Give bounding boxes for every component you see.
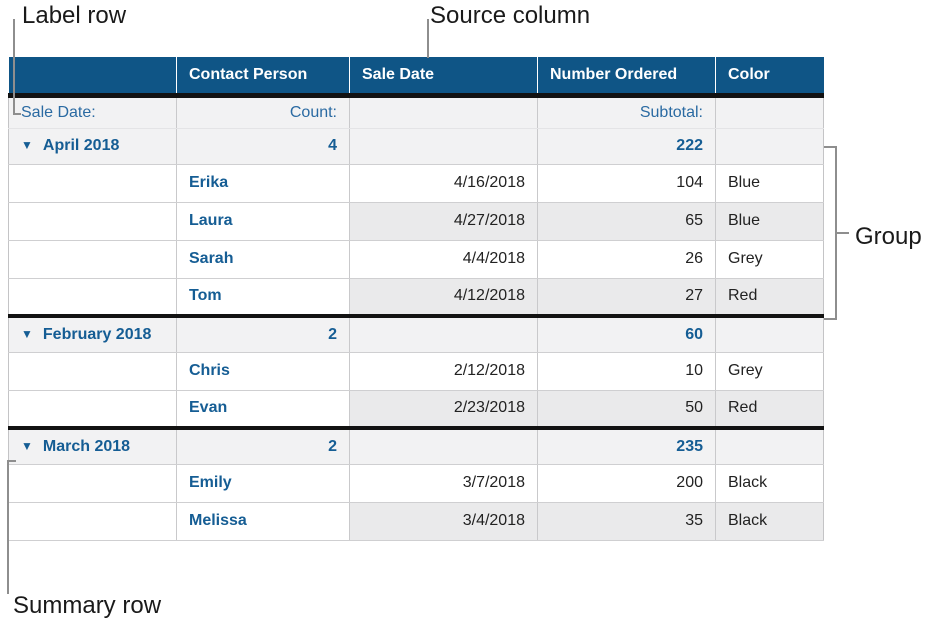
- table-row: Sarah 4/4/2018 26 Grey: [8, 240, 824, 279]
- summary-row: ▼ March 2018 2 235: [8, 426, 824, 465]
- color-cell[interactable]: Black: [715, 502, 824, 541]
- category-empty-cell[interactable]: [8, 502, 177, 541]
- number-ordered-cell[interactable]: 50: [537, 390, 716, 429]
- sale-date-cell[interactable]: 4/16/2018: [349, 164, 538, 203]
- summary-row-callout: Summary row: [13, 592, 162, 619]
- group-count-cell[interactable]: 2: [176, 314, 350, 353]
- group-name-cell[interactable]: ▼ February 2018: [8, 314, 177, 353]
- group-count-cell[interactable]: 4: [176, 128, 350, 165]
- color-cell[interactable]: Black: [715, 464, 824, 503]
- group-bracket-top-hook: [824, 146, 837, 148]
- table-row: Emily 3/7/2018 200 Black: [8, 464, 824, 503]
- summary-empty-cell[interactable]: [715, 314, 824, 353]
- source-column-pointer-line: [427, 19, 429, 58]
- table-row: Laura 4/27/2018 65 Blue: [8, 202, 824, 241]
- table-row: Evan 2/23/2018 50 Red: [8, 390, 824, 429]
- label-row-empty-cell[interactable]: [349, 95, 538, 129]
- header-cell-color[interactable]: Color: [715, 57, 824, 98]
- disclosure-triangle-icon[interactable]: ▼: [21, 138, 33, 152]
- category-empty-cell[interactable]: [8, 464, 177, 503]
- group-bracket-mid-tick: [837, 232, 849, 234]
- number-ordered-cell[interactable]: 26: [537, 240, 716, 279]
- sale-date-cell[interactable]: 2/12/2018: [349, 352, 538, 391]
- header-cell-sale-date[interactable]: Sale Date: [349, 57, 538, 98]
- category-empty-cell[interactable]: [8, 352, 177, 391]
- sale-date-cell[interactable]: 3/4/2018: [349, 502, 538, 541]
- number-ordered-cell[interactable]: 65: [537, 202, 716, 241]
- group-name-cell[interactable]: ▼ April 2018: [8, 128, 177, 165]
- group-name-label: April 2018: [42, 137, 120, 154]
- contact-person-cell[interactable]: Erika: [176, 164, 350, 203]
- disclosure-triangle-icon[interactable]: ▼: [21, 326, 33, 341]
- color-cell[interactable]: Blue: [715, 202, 824, 241]
- sale-date-cell[interactable]: 3/7/2018: [349, 464, 538, 503]
- categorized-table: Contact Person Sale Date Number Ordered …: [8, 57, 824, 541]
- category-empty-cell[interactable]: [8, 390, 177, 429]
- group-name-cell[interactable]: ▼ March 2018: [8, 426, 177, 465]
- contact-person-cell[interactable]: Sarah: [176, 240, 350, 279]
- label-row-count-cell[interactable]: Count:: [176, 95, 350, 129]
- contact-person-cell[interactable]: Tom: [176, 278, 350, 317]
- label-row-subtotal-cell[interactable]: Subtotal:: [537, 95, 716, 129]
- color-cell[interactable]: Grey: [715, 352, 824, 391]
- color-cell[interactable]: Red: [715, 278, 824, 317]
- contact-person-cell[interactable]: Laura: [176, 202, 350, 241]
- contact-person-cell[interactable]: Melissa: [176, 502, 350, 541]
- header-row: Contact Person Sale Date Number Ordered …: [8, 57, 824, 98]
- group-name-label: February 2018: [42, 325, 152, 343]
- table-row: Erika 4/16/2018 104 Blue: [8, 164, 824, 203]
- category-empty-cell[interactable]: [8, 164, 177, 203]
- source-column-callout: Source column: [430, 2, 591, 29]
- sale-date-cell[interactable]: 4/27/2018: [349, 202, 538, 241]
- color-cell[interactable]: Blue: [715, 164, 824, 203]
- header-cell-number-ordered[interactable]: Number Ordered: [537, 57, 716, 98]
- label-row-pointer-line: [13, 19, 15, 115]
- group-name-label: March 2018: [42, 437, 131, 455]
- label-row: Sale Date: Count: Subtotal:: [8, 95, 824, 129]
- group-bracket-bottom-hook: [824, 318, 837, 320]
- color-cell[interactable]: Grey: [715, 240, 824, 279]
- table-row: Tom 4/12/2018 27 Red: [8, 278, 824, 317]
- summary-row-pointer-hook: [7, 460, 16, 462]
- group-callout: Group: [855, 223, 922, 250]
- disclosure-triangle-icon[interactable]: ▼: [21, 438, 33, 453]
- contact-person-cell[interactable]: Emily: [176, 464, 350, 503]
- summary-empty-cell[interactable]: [349, 314, 538, 353]
- group-subtotal-cell[interactable]: 60: [537, 314, 716, 353]
- category-empty-cell[interactable]: [8, 240, 177, 279]
- summary-empty-cell[interactable]: [715, 426, 824, 465]
- label-row-source-cell[interactable]: Sale Date:: [8, 95, 177, 129]
- table-row: Melissa 3/4/2018 35 Black: [8, 502, 824, 541]
- summary-empty-cell[interactable]: [715, 128, 824, 165]
- contact-person-cell[interactable]: Evan: [176, 390, 350, 429]
- label-row-callout: Label row: [22, 2, 127, 29]
- summary-row: ▼ April 2018 4 222: [8, 128, 824, 165]
- sale-date-cell[interactable]: 2/23/2018: [349, 390, 538, 429]
- summary-row-pointer-line: [7, 460, 9, 594]
- number-ordered-cell[interactable]: 35: [537, 502, 716, 541]
- label-row-empty-cell[interactable]: [715, 95, 824, 129]
- group-bracket-vertical: [835, 146, 837, 320]
- category-empty-cell[interactable]: [8, 202, 177, 241]
- label-row-pointer-hook: [13, 113, 21, 115]
- summary-row: ▼ February 2018 2 60: [8, 314, 824, 353]
- contact-person-cell[interactable]: Chris: [176, 352, 350, 391]
- header-cell-contact-person[interactable]: Contact Person: [176, 57, 350, 98]
- group-count-cell[interactable]: 2: [176, 426, 350, 465]
- summary-empty-cell[interactable]: [349, 128, 538, 165]
- summary-empty-cell[interactable]: [349, 426, 538, 465]
- color-cell[interactable]: Red: [715, 390, 824, 429]
- sale-date-cell[interactable]: 4/12/2018: [349, 278, 538, 317]
- number-ordered-cell[interactable]: 104: [537, 164, 716, 203]
- number-ordered-cell[interactable]: 10: [537, 352, 716, 391]
- table-row: Chris 2/12/2018 10 Grey: [8, 352, 824, 391]
- number-ordered-cell[interactable]: 200: [537, 464, 716, 503]
- group-subtotal-cell[interactable]: 222: [537, 128, 716, 165]
- number-ordered-cell[interactable]: 27: [537, 278, 716, 317]
- header-cell-category[interactable]: [8, 57, 177, 98]
- sale-date-cell[interactable]: 4/4/2018: [349, 240, 538, 279]
- category-empty-cell[interactable]: [8, 278, 177, 317]
- group-subtotal-cell[interactable]: 235: [537, 426, 716, 465]
